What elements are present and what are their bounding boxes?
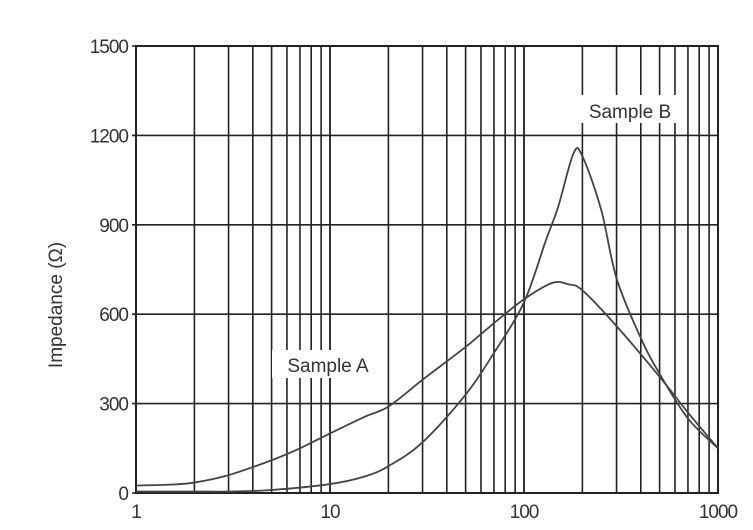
tick-labels: 0 300 600 900 1200 1500 1 10 100 1000 (90, 37, 739, 523)
series-line-sample-a (135, 281, 719, 487)
y-tick-label: 600 (99, 305, 128, 326)
y-axis-label: Impedance (Ω) (46, 242, 67, 368)
y-tick-label: 1500 (90, 37, 129, 58)
annotation-sample-a-label: Sample A (287, 356, 369, 377)
x-tick-label: 1 (131, 502, 141, 523)
x-tick-label: 100 (510, 502, 539, 523)
series-line-sample-b (136, 147, 719, 493)
plot-frame (135, 45, 719, 494)
y-tick-label: 0 (118, 484, 128, 505)
annotation-sample-a: Sample A (272, 350, 384, 378)
y-tick-label: 1200 (90, 126, 129, 147)
y-tick-label: 300 (99, 395, 128, 416)
curves (135, 147, 719, 493)
annotation-sample-b: Sample B (574, 95, 686, 123)
annotation-sample-b-label: Sample B (589, 102, 671, 123)
x-tick-label: 1000 (699, 502, 738, 523)
y-tick-label: 900 (99, 216, 128, 237)
x-tick-label: 10 (320, 502, 340, 523)
